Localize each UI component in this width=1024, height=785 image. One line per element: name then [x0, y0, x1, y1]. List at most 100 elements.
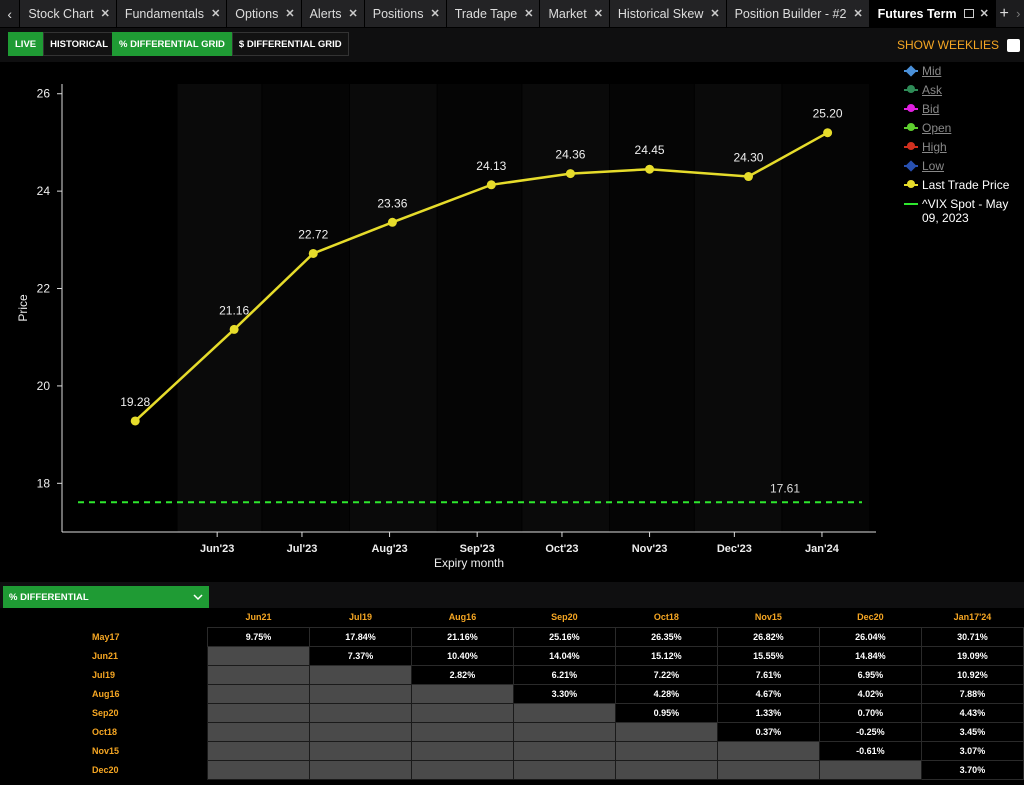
close-tab-icon[interactable]: ✕: [100, 8, 110, 20]
historical-button[interactable]: HISTORICAL: [43, 32, 116, 56]
data-label: 23.36: [377, 196, 407, 210]
legend-marker-icon: [904, 178, 918, 192]
grid-cell: 19.09%: [920, 645, 1024, 666]
grid-cell: 2.82%: [410, 664, 514, 685]
live-button[interactable]: LIVE: [8, 32, 44, 56]
data-point: [486, 180, 496, 190]
grid-row: Oct18 0.37% -0.25% 3.45%: [0, 721, 1024, 742]
tab-bar: ‹ Stock Chart ✕ Fundamentals ✕ Options ✕ Alert…: [0, 0, 1024, 28]
grid-cell: 15.55%: [716, 645, 820, 666]
data-point: [387, 217, 397, 227]
grid-row: May17 9.75% 17.84% 21.16% 25.16% 26.35% 26.82%…: [0, 626, 1024, 647]
close-tab-icon[interactable]: ✕: [524, 8, 534, 20]
tab-label: Trade Tape: [454, 6, 518, 21]
tab-futures-term[interactable]: Futures Term ✕: [869, 0, 996, 27]
legend-item[interactable]: Last Trade Price: [904, 178, 1024, 197]
spot-value-label: 17.61: [770, 481, 800, 495]
grid-cell: 21.16%: [410, 626, 514, 647]
grid-row: Sep20 0.95% 1.33% 0.70% 4.43%: [0, 702, 1024, 723]
differential-grid-area: Jun21 Jul19 Aug16 Sep20 Oct18 Nov15 Dec20 Jan17…: [0, 608, 1024, 785]
show-weeklies-label: SHOW WEEKLIES: [896, 38, 999, 52]
grid-row-header: Sep20: [92, 707, 119, 718]
legend-marker-icon: [904, 64, 918, 78]
legend-item[interactable]: Ask: [904, 83, 1024, 102]
grid-cell: 6.95%: [818, 664, 922, 685]
close-tab-icon[interactable]: ✕: [853, 8, 863, 20]
grid-cell: [512, 721, 616, 742]
close-tab-icon[interactable]: ✕: [430, 8, 440, 20]
close-tab-icon[interactable]: ✕: [710, 8, 720, 20]
grid-cell: 7.22%: [614, 664, 718, 685]
y-tick-label: 18: [37, 476, 51, 490]
grid-row: Aug16 3.30% 4.28% 4.67% 4.02% 7.88%: [0, 683, 1024, 704]
grid-cell: 26.04%: [818, 626, 922, 647]
x-tick-label: Jul'23: [287, 543, 318, 555]
close-tab-icon[interactable]: ✕: [285, 8, 295, 20]
grid-cell: 4.28%: [614, 683, 718, 704]
grid-cell: [410, 759, 514, 780]
grid-cell: [614, 740, 718, 761]
grid-cell: 4.67%: [716, 683, 820, 704]
tab-trade-tape[interactable]: Trade Tape ✕: [446, 0, 541, 27]
tab-alerts[interactable]: Alerts ✕: [301, 0, 365, 27]
grid-cell: 10.92%: [920, 664, 1024, 685]
legend-item[interactable]: High: [904, 140, 1024, 159]
pct-differential-grid-button[interactable]: % DIFFERENTIAL GRID: [112, 32, 232, 56]
close-tab-icon[interactable]: ✕: [979, 8, 989, 20]
legend-label: ^VIX Spot - May 09, 2023: [922, 197, 1009, 225]
legend-item[interactable]: Open: [904, 121, 1024, 140]
popout-icon[interactable]: [963, 9, 974, 18]
close-tab-icon[interactable]: ✕: [348, 8, 358, 20]
grid-cell: [614, 759, 718, 780]
grid-cell: [308, 740, 412, 761]
x-tick-label: Oct'23: [545, 543, 578, 555]
tab-stock-chart[interactable]: Stock Chart ✕: [20, 0, 117, 27]
grid-cell: 15.12%: [614, 645, 718, 666]
grid-toggle: % DIFFERENTIAL GRID $ DIFFERENTIAL GRID: [112, 32, 349, 56]
data-point: [130, 416, 140, 426]
grid-cell: 17.84%: [308, 626, 412, 647]
tab-label: Stock Chart: [28, 6, 94, 21]
grid-cell: [410, 702, 514, 723]
legend-item[interactable]: Mid: [904, 64, 1024, 83]
legend-item[interactable]: Low: [904, 159, 1024, 178]
tab-list: Stock Chart ✕ Fundamentals ✕ Options ✕ Alerts ✕…: [20, 0, 996, 27]
grid-cell: 4.02%: [818, 683, 922, 704]
grid-cell: [207, 645, 310, 666]
close-tab-icon[interactable]: ✕: [593, 8, 603, 20]
tab-market[interactable]: Market ✕: [540, 0, 610, 27]
grid-cell: 26.82%: [716, 626, 820, 647]
grid-cell: 3.07%: [920, 740, 1024, 761]
grid-column-header: Oct18: [653, 612, 679, 623]
grid-row-header: Aug16: [92, 688, 120, 699]
close-tab-icon[interactable]: ✕: [211, 8, 221, 20]
grid-cell: [308, 721, 412, 742]
grid-row-header: May17: [92, 631, 120, 642]
y-tick-label: 20: [37, 379, 51, 393]
x-tick-label: Sep'23: [460, 543, 495, 555]
tab-fundamentals[interactable]: Fundamentals ✕: [116, 0, 228, 27]
chart-band: [262, 84, 349, 532]
tab-scroll-forward-button[interactable]: ›: [1016, 6, 1021, 21]
dollar-differential-grid-button[interactable]: $ DIFFERENTIAL GRID: [231, 32, 349, 56]
grid-cell: 7.37%: [308, 645, 412, 666]
data-label: 19.28: [120, 395, 150, 409]
grid-cell: [716, 759, 820, 780]
tab-positions[interactable]: Positions ✕: [364, 0, 447, 27]
tab-scroll-back-button[interactable]: ‹: [0, 0, 21, 27]
legend-item[interactable]: ^VIX Spot - May 09, 2023: [904, 197, 1024, 229]
legend-item[interactable]: Bid: [904, 102, 1024, 121]
grid-cell: [818, 759, 922, 780]
grid-cell: [207, 721, 310, 742]
grid-cell: [207, 759, 310, 780]
data-label: 25.20: [813, 107, 843, 121]
add-tab-button[interactable]: +: [999, 4, 1009, 22]
tab-historical-skew[interactable]: Historical Skew ✕: [609, 0, 727, 27]
grid-cell: 3.45%: [920, 721, 1024, 742]
grid-column-header: Nov15: [754, 612, 782, 623]
grid-cell: 0.70%: [818, 702, 922, 723]
show-weeklies-checkbox[interactable]: [1007, 38, 1020, 52]
tab-position-builder-2[interactable]: Position Builder - #2 ✕: [726, 0, 870, 27]
differential-dropdown[interactable]: % DIFFERENTIAL: [3, 586, 209, 608]
tab-options[interactable]: Options ✕: [227, 0, 302, 27]
